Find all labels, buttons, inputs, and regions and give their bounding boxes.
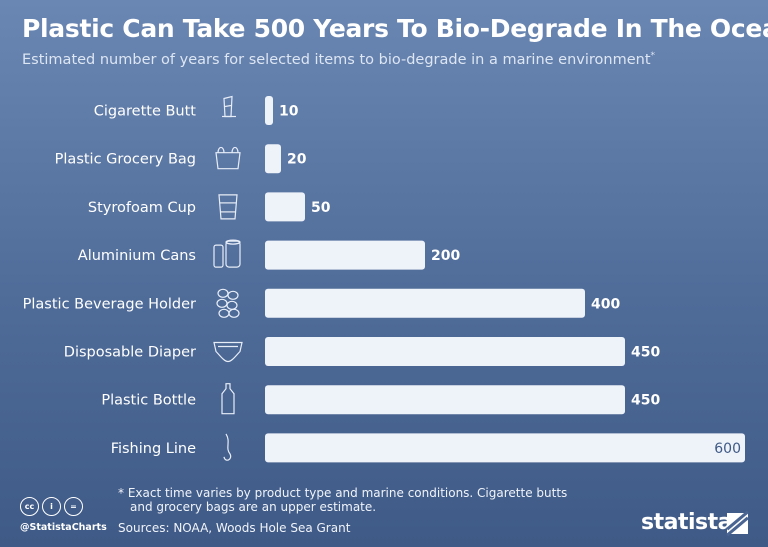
license-icons: cc i = <box>20 497 83 516</box>
attribution-icon: i <box>42 497 61 516</box>
statista-logo-icon <box>727 513 748 534</box>
twitter-handle: @StatistaCharts <box>20 522 107 533</box>
bar <box>265 96 273 125</box>
category-label: Fishing Line <box>111 441 196 457</box>
fishing-line-icon <box>223 433 232 461</box>
bar <box>265 240 425 270</box>
footnote: * Exact time varies by product type and … <box>118 486 588 514</box>
category-label: Plastic Bottle <box>101 393 196 409</box>
category-label: Aluminium Cans <box>78 248 196 264</box>
data-label: 50 <box>311 200 331 216</box>
cigarette-icon <box>222 95 236 118</box>
bar <box>265 433 745 463</box>
data-label: 400 <box>591 296 620 312</box>
footnote-line-2: and grocery bags are an upper estimate. <box>130 500 377 514</box>
chart-subtitle: Estimated number of years for selected i… <box>22 51 757 68</box>
subtitle-text: Estimated number of years for selected i… <box>22 51 651 68</box>
category-label: Styrofoam Cup <box>88 200 196 216</box>
no-derivatives-icon: = <box>64 497 83 516</box>
statista-logo-text: statista <box>641 510 732 535</box>
data-label: 20 <box>287 152 307 168</box>
bar <box>265 337 625 366</box>
data-label: 10 <box>279 104 299 120</box>
subtitle-footnote-mark: * <box>650 51 656 61</box>
cans-icon <box>213 239 241 268</box>
bar <box>265 192 305 222</box>
data-label: 600 <box>714 441 741 457</box>
grocery-bag-icon <box>215 146 241 170</box>
diaper-icon <box>213 341 243 363</box>
chart-title: Plastic Can Take 500 Years To Bio-Degrad… <box>22 14 768 43</box>
footnote-line-1: * Exact time varies by product type and … <box>118 486 568 500</box>
data-label: 450 <box>631 345 660 361</box>
data-label: 450 <box>631 393 660 409</box>
cc-icon: cc <box>20 497 39 516</box>
data-label: 200 <box>431 248 460 264</box>
cup-icon <box>218 194 238 220</box>
bar <box>265 144 281 174</box>
sources: Sources: NOAA, Woods Hole Sea Grant <box>118 521 351 535</box>
category-label: Disposable Diaper <box>64 345 196 361</box>
bottle-icon <box>221 383 235 415</box>
bar <box>265 385 625 415</box>
beverage-holder-icon <box>216 288 240 318</box>
bar <box>265 288 585 318</box>
category-label: Plastic Grocery Bag <box>55 152 196 168</box>
category-label: Plastic Beverage Holder <box>23 296 196 312</box>
category-label: Cigarette Butt <box>94 104 197 120</box>
